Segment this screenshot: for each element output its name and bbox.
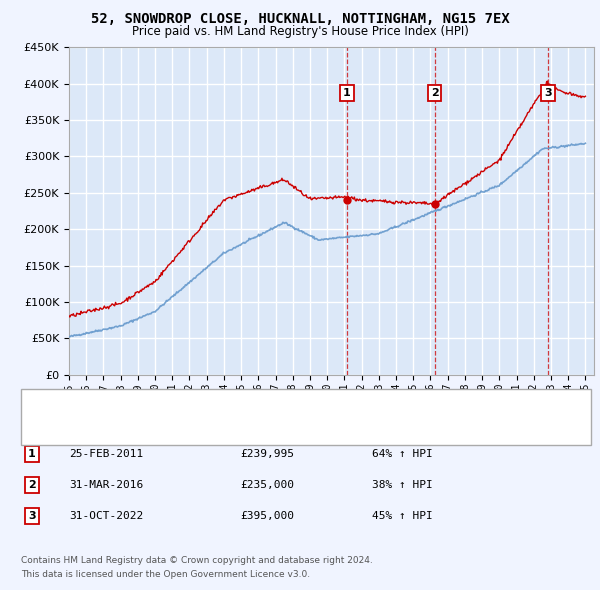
- Text: £235,000: £235,000: [240, 480, 294, 490]
- Text: This data is licensed under the Open Government Licence v3.0.: This data is licensed under the Open Gov…: [21, 571, 310, 579]
- Text: 31-OCT-2022: 31-OCT-2022: [69, 511, 143, 520]
- Text: 45% ↑ HPI: 45% ↑ HPI: [372, 511, 433, 520]
- Text: 2: 2: [28, 480, 35, 490]
- Text: 38% ↑ HPI: 38% ↑ HPI: [372, 480, 433, 490]
- Text: 1: 1: [343, 88, 351, 98]
- Text: 52, SNOWDROP CLOSE, HUCKNALL, NOTTINGHAM, NG15 7EX: 52, SNOWDROP CLOSE, HUCKNALL, NOTTINGHAM…: [91, 12, 509, 26]
- Text: 3: 3: [28, 511, 35, 520]
- Text: £239,995: £239,995: [240, 450, 294, 459]
- Text: Price paid vs. HM Land Registry's House Price Index (HPI): Price paid vs. HM Land Registry's House …: [131, 25, 469, 38]
- Text: HPI: Average price, detached house, Ashfield: HPI: Average price, detached house, Ashf…: [60, 420, 295, 430]
- Text: ——: ——: [27, 417, 58, 432]
- Text: £395,000: £395,000: [240, 511, 294, 520]
- Text: Contains HM Land Registry data © Crown copyright and database right 2024.: Contains HM Land Registry data © Crown c…: [21, 556, 373, 565]
- Text: 25-FEB-2011: 25-FEB-2011: [69, 450, 143, 459]
- Text: 64% ↑ HPI: 64% ↑ HPI: [372, 450, 433, 459]
- Text: ——: ——: [27, 395, 58, 410]
- Text: 1: 1: [28, 450, 35, 459]
- Text: 2: 2: [431, 88, 439, 98]
- Text: 3: 3: [544, 88, 552, 98]
- Text: 31-MAR-2016: 31-MAR-2016: [69, 480, 143, 490]
- Text: 52, SNOWDROP CLOSE, HUCKNALL, NOTTINGHAM, NG15 7EX (detached house): 52, SNOWDROP CLOSE, HUCKNALL, NOTTINGHAM…: [60, 398, 474, 407]
